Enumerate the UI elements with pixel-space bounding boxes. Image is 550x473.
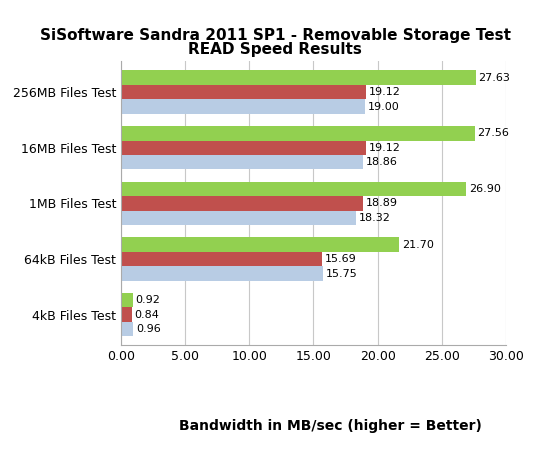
Bar: [121, 126, 475, 140]
Text: 27.63: 27.63: [478, 73, 510, 83]
Text: 19.12: 19.12: [369, 87, 401, 97]
Bar: [121, 322, 133, 336]
Text: Bandwidth in MB/sec (higher = Better): Bandwidth in MB/sec (higher = Better): [179, 419, 481, 433]
Text: 26.90: 26.90: [469, 184, 500, 194]
Text: 19.12: 19.12: [369, 143, 401, 153]
Bar: [121, 85, 366, 99]
Text: 18.32: 18.32: [359, 213, 390, 223]
Text: 27.56: 27.56: [477, 128, 509, 138]
Bar: [121, 293, 133, 307]
Text: 21.70: 21.70: [402, 239, 434, 250]
Text: 19.00: 19.00: [367, 102, 399, 112]
Bar: [121, 196, 364, 210]
Text: 18.89: 18.89: [366, 198, 398, 209]
Bar: [121, 140, 366, 155]
Bar: [121, 70, 476, 85]
Text: SiSoftware Sandra 2011 SP1 - Removable Storage Test: SiSoftware Sandra 2011 SP1 - Removable S…: [40, 28, 510, 43]
Bar: [121, 99, 365, 114]
Text: 0.92: 0.92: [135, 295, 160, 305]
Bar: [121, 210, 356, 225]
Text: 0.84: 0.84: [134, 310, 159, 320]
Bar: [121, 155, 363, 169]
Text: 15.69: 15.69: [325, 254, 356, 264]
Text: READ Speed Results: READ Speed Results: [188, 42, 362, 57]
Bar: [121, 266, 323, 281]
Bar: [121, 237, 399, 252]
Bar: [121, 252, 322, 266]
Text: 18.86: 18.86: [366, 157, 398, 167]
Text: 0.96: 0.96: [136, 324, 161, 334]
Text: 15.75: 15.75: [326, 269, 358, 279]
Bar: [121, 307, 132, 322]
Bar: [121, 182, 466, 196]
